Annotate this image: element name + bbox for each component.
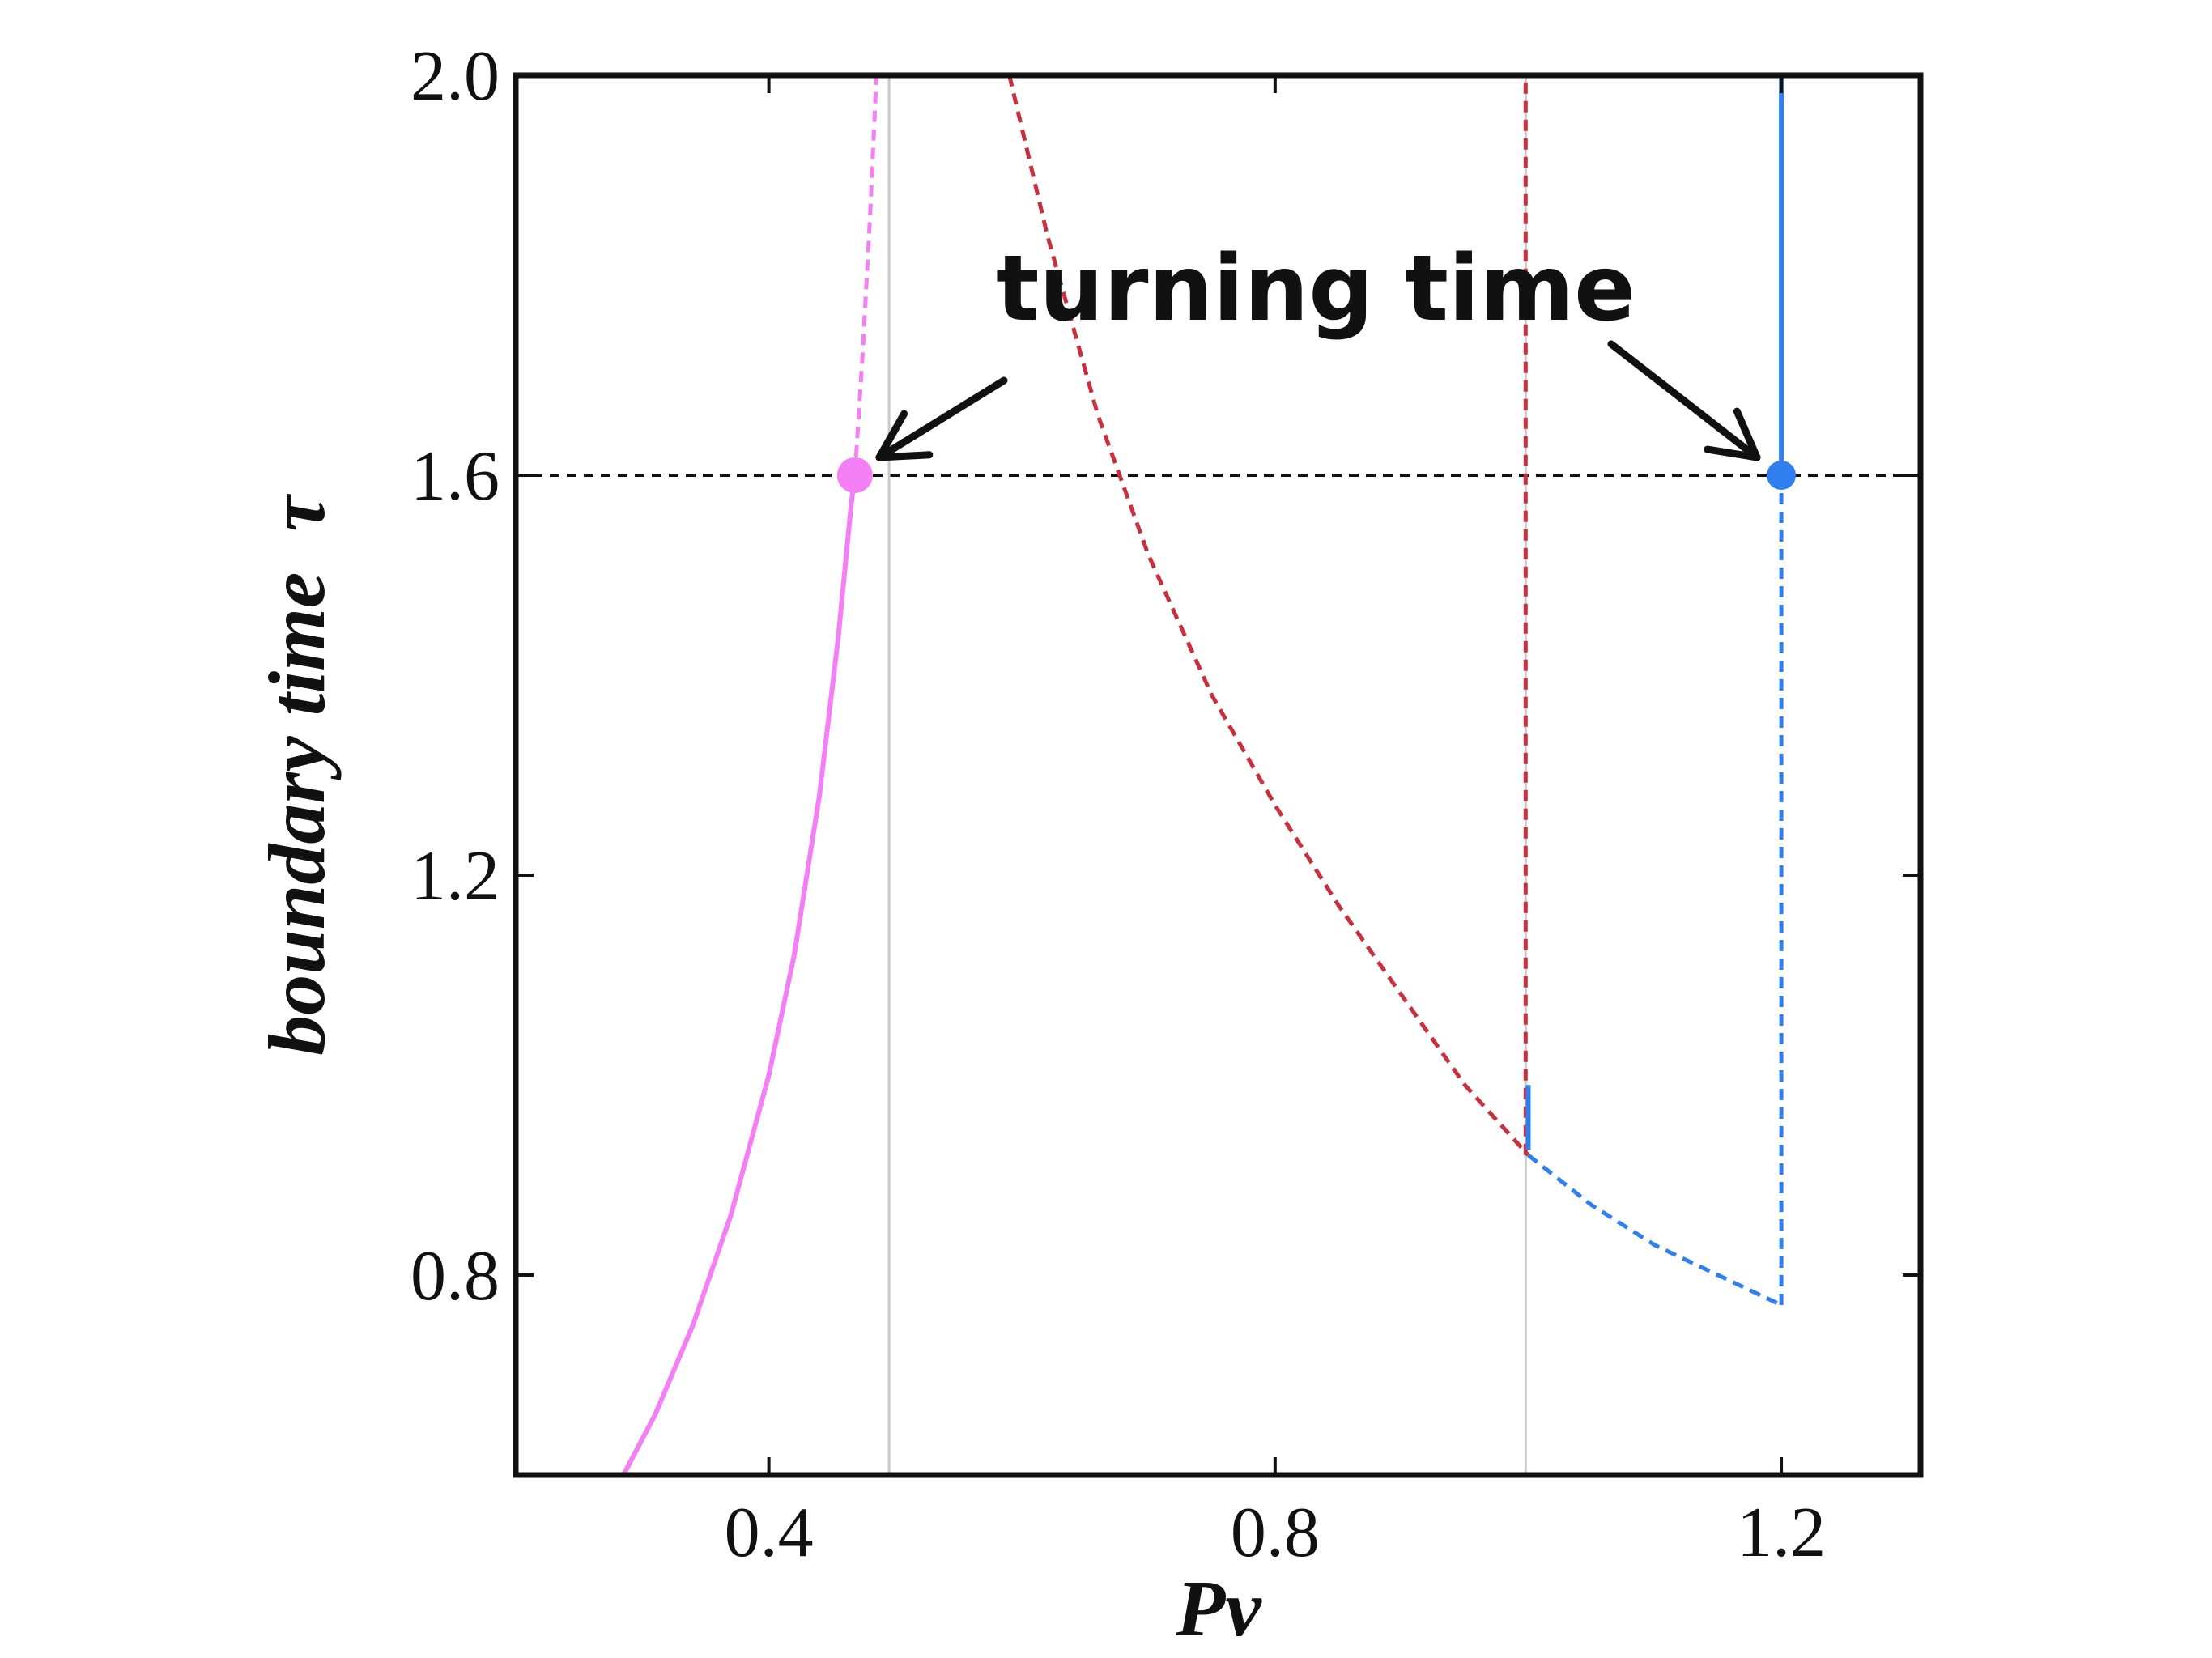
plot-frame bbox=[513, 72, 1924, 1478]
y-tick-label: 1.6 bbox=[410, 437, 500, 516]
x-tick-label: 0.8 bbox=[1231, 1494, 1320, 1572]
x-axis-title: Pv bbox=[1175, 1563, 1262, 1653]
series-line bbox=[1007, 75, 1530, 1157]
y-tick-label: 2.0 bbox=[410, 37, 500, 116]
y-axis-title: boundary time τ bbox=[252, 494, 342, 1056]
turning-point-marker bbox=[836, 457, 873, 493]
series-line bbox=[853, 75, 878, 476]
turning-point-marker bbox=[1767, 461, 1797, 490]
y-tick-label: 1.2 bbox=[410, 837, 500, 916]
annotation-arrow bbox=[1607, 340, 1761, 461]
series-line bbox=[1526, 1153, 1783, 1307]
x-tick-label: 0.4 bbox=[725, 1494, 814, 1572]
series-line bbox=[621, 474, 857, 1475]
annotation-turning-time: turning time bbox=[996, 236, 1636, 342]
x-tick-label: 1.2 bbox=[1737, 1494, 1826, 1572]
annotation-arrow bbox=[875, 376, 1008, 461]
y-tick-label: 0.8 bbox=[410, 1237, 500, 1316]
